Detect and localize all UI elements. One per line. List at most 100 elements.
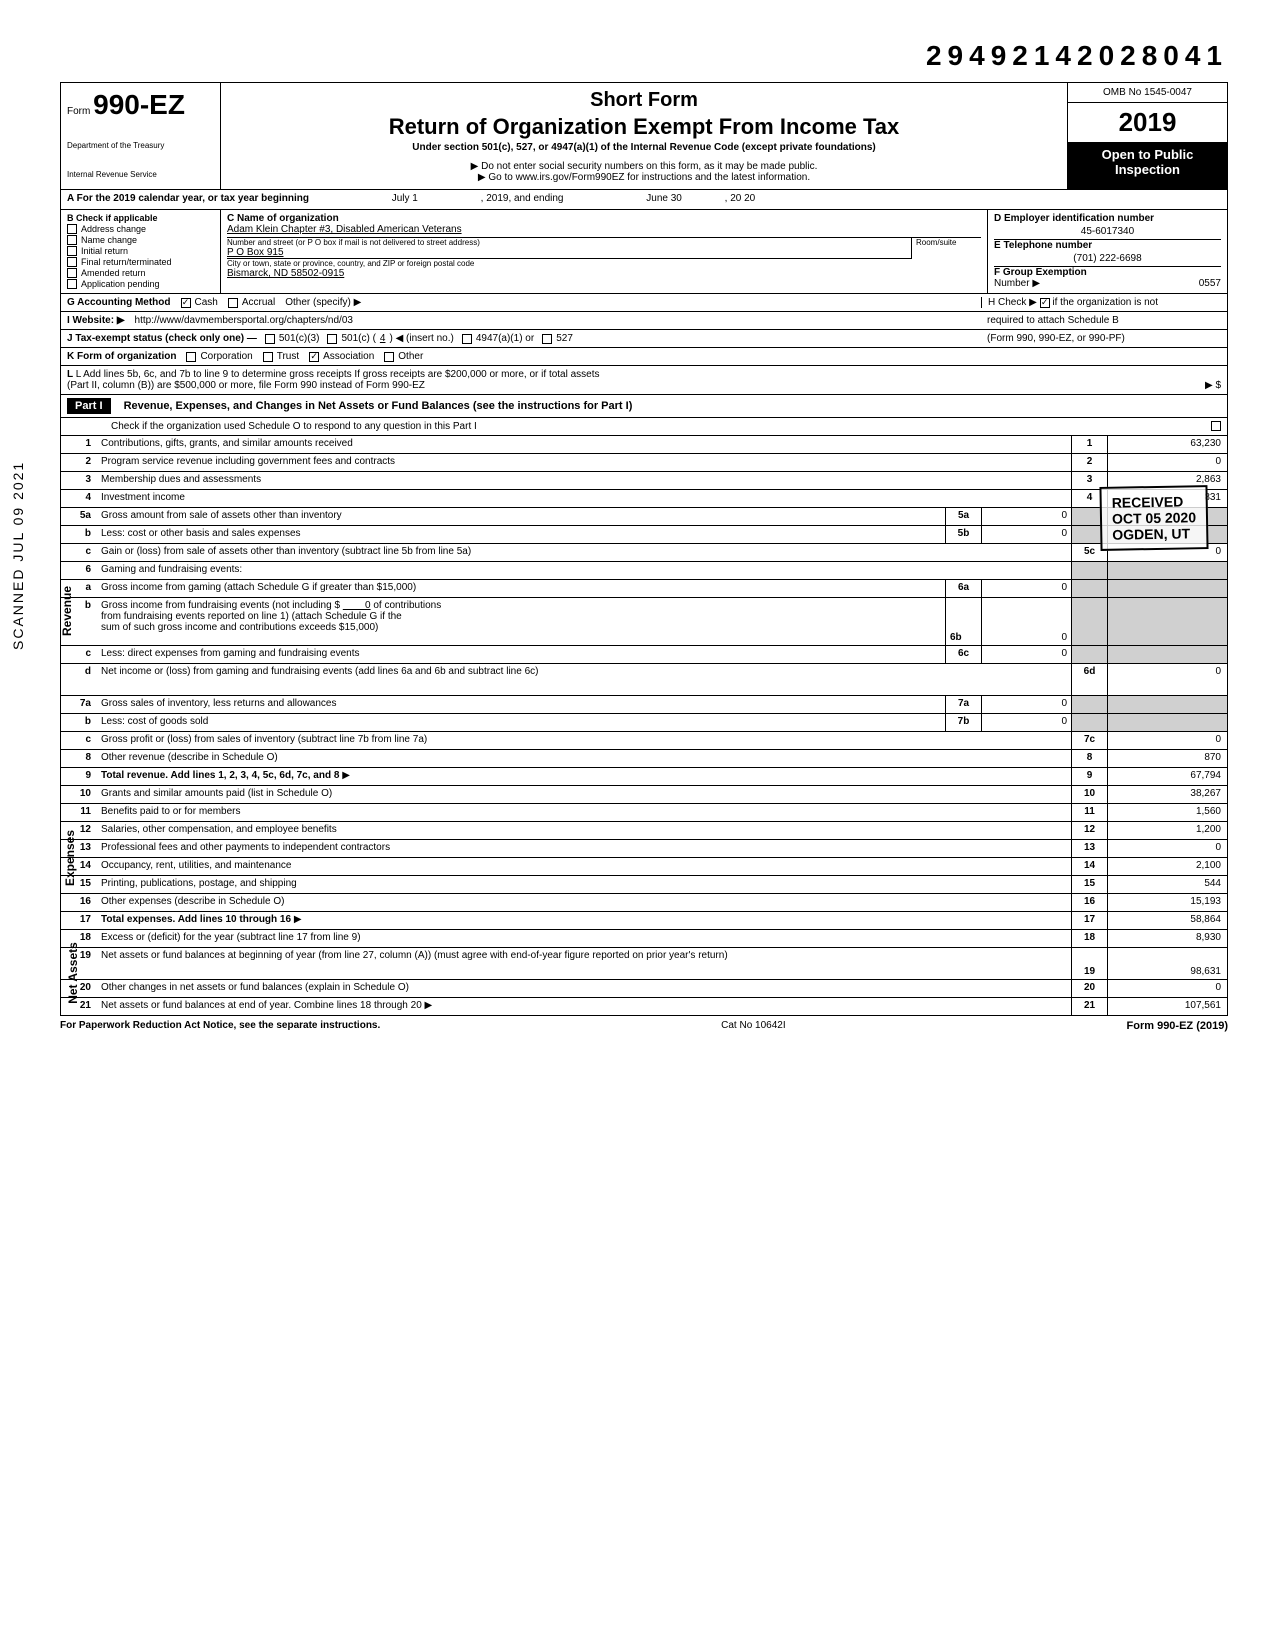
section-e-label: E Telephone number: [994, 240, 1221, 251]
ln10-desc: Grants and similar amounts paid (list in…: [97, 786, 1071, 803]
ln7c-desc: Gross profit or (loss) from sales of inv…: [97, 732, 1071, 749]
checkbox-accrual[interactable]: [228, 298, 238, 308]
ln7b-desc: Less: cost of goods sold: [97, 714, 945, 731]
ln13-desc: Professional fees and other payments to …: [97, 840, 1071, 857]
ln7b-shade: [1071, 714, 1107, 731]
g-cash-label: Cash: [195, 297, 218, 308]
ln6b-mval: 0: [981, 598, 1071, 645]
section-h-4: (Form 990, 990-EZ, or 990-PF): [981, 333, 1221, 344]
ln3-desc: Membership dues and assessments: [97, 472, 1071, 489]
footer: For Paperwork Reduction Act Notice, see …: [60, 1016, 1228, 1036]
goto-notice: ▶ Go to www.irs.gov/Form990EZ for instru…: [231, 172, 1057, 183]
ln6a-shade: [1071, 580, 1107, 597]
checkbox-app-pending[interactable]: [67, 279, 77, 289]
ln1-val: 63,230: [1107, 436, 1227, 453]
g-other-label: Other (specify) ▶: [285, 297, 361, 308]
checkbox-corp[interactable]: [186, 352, 196, 362]
org-name: Adam Klein Chapter #3, Disabled American…: [227, 224, 981, 238]
tax-year-end-year: , 20 20: [725, 193, 756, 204]
ln6c-mnum: 6c: [945, 646, 981, 663]
ln21-val: 107,561: [1107, 998, 1227, 1015]
j-4947: 4947(a)(1) or: [476, 333, 534, 344]
section-d-label: D Employer identification number: [994, 213, 1221, 224]
ln2-rnum: 2: [1071, 454, 1107, 471]
subtitle: Under section 501(c), 527, or 4947(a)(1)…: [231, 142, 1057, 153]
section-h-2: if the organization is not: [1052, 297, 1158, 308]
ln4-num: 4: [61, 490, 97, 507]
checkbox-part1-scho[interactable]: [1211, 421, 1221, 431]
cb-label-4: Amended return: [81, 268, 146, 278]
checkbox-address-change[interactable]: [67, 224, 77, 234]
ln4-desc: Investment income: [97, 490, 1071, 507]
ln11-desc: Benefits paid to or for members: [97, 804, 1071, 821]
ln8-num: 8: [61, 750, 97, 767]
tax-year: 2019: [1068, 103, 1227, 143]
j-501c-end: ) ◀ (insert no.): [389, 333, 453, 344]
section-i-label: I Website: ▶: [67, 315, 125, 326]
city-label: City or town, state or province, country…: [227, 259, 981, 268]
ln11-rnum: 11: [1071, 804, 1107, 821]
checkbox-h[interactable]: ✓: [1040, 298, 1050, 308]
ln17-rnum: 17: [1071, 912, 1107, 929]
checkbox-k-other[interactable]: [384, 352, 394, 362]
ln15-rnum: 15: [1071, 876, 1107, 893]
checkbox-cash[interactable]: ✓: [181, 298, 191, 308]
checkbox-527[interactable]: [542, 334, 552, 344]
ln7b-mnum: 7b: [945, 714, 981, 731]
form-label-cell: Form 990-EZ Department of the Treasury I…: [61, 83, 221, 189]
ln5b-mval: 0: [981, 526, 1071, 543]
ln9-desc: Total revenue. Add lines 1, 2, 3, 4, 5c,…: [97, 768, 1071, 785]
ln1-num: 1: [61, 436, 97, 453]
ln7a-mnum: 7a: [945, 696, 981, 713]
ln16-val: 15,193: [1107, 894, 1227, 911]
short-form-label: Short Form: [231, 89, 1057, 112]
ln19-val: 98,631: [1107, 948, 1227, 979]
part1-header-row: Part I Revenue, Expenses, and Changes in…: [60, 395, 1228, 418]
section-c: C Name of organization Adam Klein Chapte…: [221, 210, 987, 293]
ln7b-shade2: [1107, 714, 1227, 731]
title-cell: Short Form Return of Organization Exempt…: [221, 83, 1067, 189]
ln7a-shade2: [1107, 696, 1227, 713]
footer-left: For Paperwork Reduction Act Notice, see …: [60, 1020, 380, 1032]
checkbox-501c3[interactable]: [265, 334, 275, 344]
ln14-rnum: 14: [1071, 858, 1107, 875]
checkbox-name-change[interactable]: [67, 235, 77, 245]
checkbox-final-return[interactable]: [67, 257, 77, 267]
tax-year-begin: July 1: [392, 193, 418, 204]
ln16-desc: Other expenses (describe in Schedule O): [97, 894, 1071, 911]
ln6d-num: d: [61, 664, 97, 695]
ln10-val: 38,267: [1107, 786, 1227, 803]
ln3-num: 3: [61, 472, 97, 489]
k-assoc: Association: [323, 351, 374, 362]
ln6b-shade2: [1107, 598, 1227, 645]
ln6d-rnum: 6d: [1071, 664, 1107, 695]
ln17-val: 58,864: [1107, 912, 1227, 929]
section-c-label: C Name of organization: [227, 213, 981, 224]
ln17-desc: Total expenses. Add lines 10 through 16 …: [97, 912, 1071, 929]
checkbox-trust[interactable]: [263, 352, 273, 362]
open-to-public: Open to Public: [1072, 147, 1223, 162]
ln6-num: 6: [61, 562, 97, 579]
ln6a-desc: Gross income from gaming (attach Schedul…: [97, 580, 945, 597]
ln6-desc: Gaming and fundraising events:: [97, 562, 1071, 579]
checkbox-initial-return[interactable]: [67, 246, 77, 256]
section-a-row: A For the 2019 calendar year, or tax yea…: [60, 190, 1228, 210]
checkbox-501c[interactable]: [327, 334, 337, 344]
ln9-val: 67,794: [1107, 768, 1227, 785]
sections-ghijkl: G Accounting Method ✓ Cash Accrual Other…: [60, 294, 1228, 395]
ln17-num: 17: [61, 912, 97, 929]
ln7b-num: b: [61, 714, 97, 731]
ln6-shade: [1071, 562, 1107, 579]
checkbox-assoc[interactable]: ✓: [309, 352, 319, 362]
ln6b-shade: [1071, 598, 1107, 645]
ln7a-shade: [1071, 696, 1107, 713]
ln7a-num: 7a: [61, 696, 97, 713]
checkbox-4947[interactable]: [462, 334, 472, 344]
city-state-zip: Bismarck, ND 58502-0915: [227, 268, 981, 279]
ln15-val: 544: [1107, 876, 1227, 893]
checkbox-amended[interactable]: [67, 268, 77, 278]
ln16-num: 16: [61, 894, 97, 911]
j-501c3: 501(c)(3): [279, 333, 320, 344]
ln12-desc: Salaries, other compensation, and employ…: [97, 822, 1071, 839]
part1-title: Revenue, Expenses, and Changes in Net As…: [124, 400, 633, 412]
